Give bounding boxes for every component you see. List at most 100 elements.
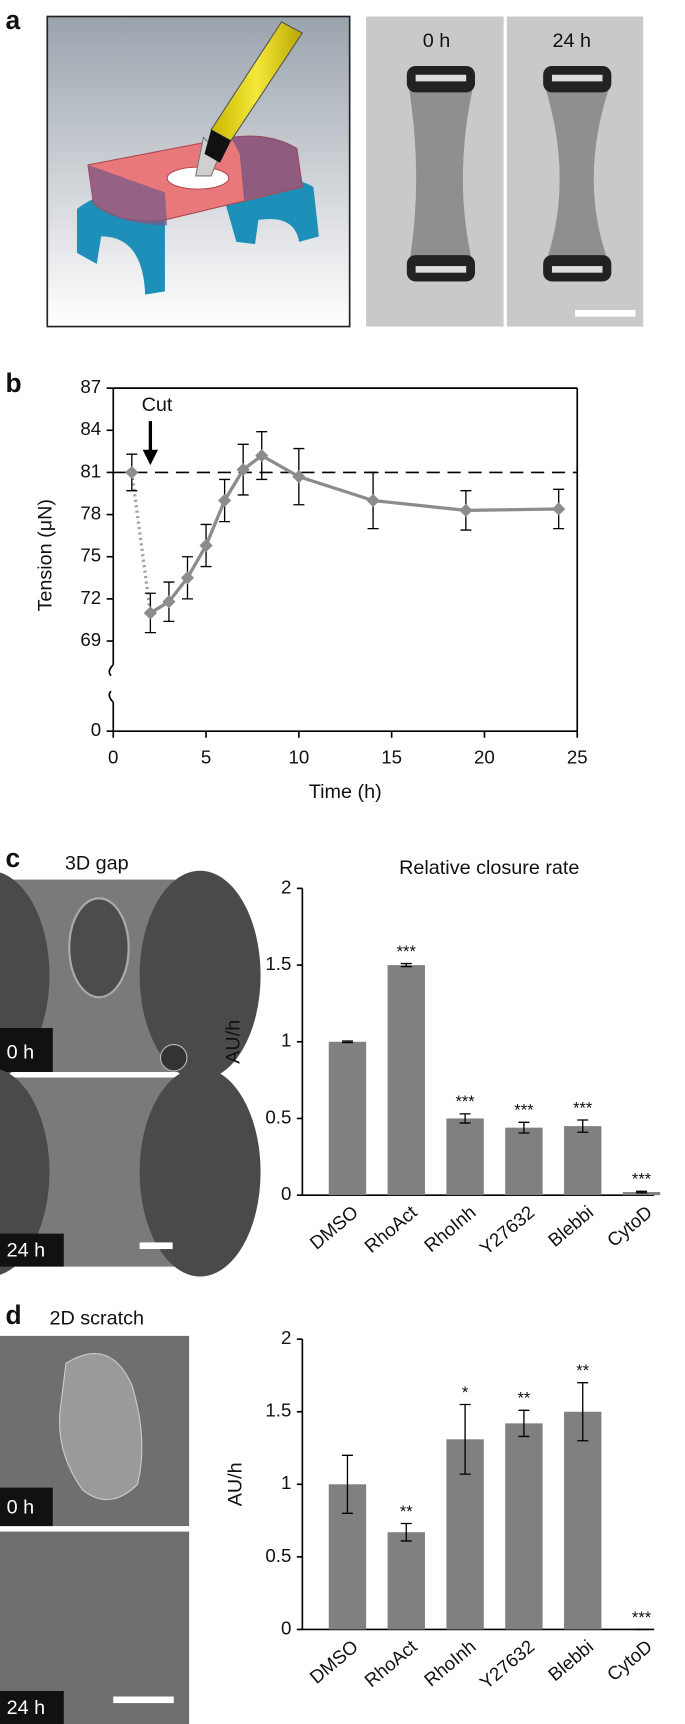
significance: *** bbox=[455, 1093, 475, 1111]
bar bbox=[622, 1192, 661, 1196]
panel-label: b bbox=[6, 368, 22, 398]
marker bbox=[255, 448, 269, 463]
error-bar bbox=[400, 1522, 412, 1542]
y-axis-label: AU/h bbox=[222, 1020, 244, 1064]
y-tick-label: 2 bbox=[281, 1327, 291, 1348]
bar bbox=[387, 965, 425, 1196]
y-tick-label: 0 bbox=[91, 719, 101, 740]
y-axis-label: Tension (μN) bbox=[34, 499, 56, 612]
x-tick-label: 25 bbox=[567, 747, 588, 768]
image-caption: 3D gap bbox=[65, 852, 129, 874]
error-bar bbox=[341, 1040, 353, 1044]
marker bbox=[143, 606, 157, 620]
significance: ** bbox=[400, 1503, 413, 1521]
x-axis-label: Time (h) bbox=[309, 781, 382, 803]
y-tick-label: 0 bbox=[281, 1183, 291, 1204]
bar bbox=[564, 1126, 602, 1196]
significance: *** bbox=[573, 1099, 593, 1117]
bar bbox=[505, 1127, 543, 1196]
y-tick-label: 1 bbox=[281, 1472, 291, 1493]
significance: *** bbox=[632, 1609, 652, 1627]
error-bar bbox=[518, 1121, 530, 1134]
image-caption: 2D scratch bbox=[49, 1308, 144, 1330]
error-bar bbox=[577, 1119, 589, 1133]
x-tick-label: 20 bbox=[474, 747, 495, 768]
x-tick-label: RhoAct bbox=[360, 1201, 421, 1257]
y-tick-label: 0 bbox=[281, 1617, 291, 1638]
chart-title: Relative closure rate bbox=[399, 857, 579, 879]
y-tick-label: 87 bbox=[80, 376, 101, 397]
x-tick-label: CytoD bbox=[603, 1636, 656, 1685]
y-tick-label: 84 bbox=[80, 418, 101, 439]
image-label: 24 h bbox=[7, 1697, 46, 1719]
x-tick-label: 15 bbox=[381, 747, 402, 768]
marker bbox=[180, 571, 195, 585]
x-tick-label: CytoD bbox=[603, 1201, 656, 1250]
x-tick-label: DMSO bbox=[306, 1201, 362, 1253]
error-bar bbox=[459, 1403, 471, 1475]
significance: *** bbox=[514, 1102, 534, 1120]
marker bbox=[366, 493, 380, 508]
x-tick-label: Blebbi bbox=[544, 1201, 597, 1250]
y-tick-label: 81 bbox=[80, 460, 101, 481]
x-tick-label: Blebbi bbox=[544, 1636, 597, 1685]
axis-break bbox=[108, 664, 114, 677]
significance: ** bbox=[576, 1362, 589, 1380]
y-tick-label: 0.5 bbox=[265, 1106, 291, 1127]
y-tick-label: 72 bbox=[80, 587, 101, 608]
panel-label: c bbox=[6, 843, 21, 873]
y-tick-label: 0.5 bbox=[265, 1545, 291, 1566]
y-tick-label: 1 bbox=[281, 1030, 291, 1051]
error-bar bbox=[577, 1382, 589, 1442]
marker bbox=[459, 503, 473, 517]
photo bbox=[0, 870, 261, 1277]
x-tick-label: RhoAct bbox=[360, 1635, 421, 1691]
panel-label: a bbox=[6, 5, 21, 35]
y-tick-label: 1.5 bbox=[265, 1400, 291, 1421]
axis-break bbox=[108, 690, 114, 703]
image-label: 0 h bbox=[423, 30, 451, 52]
line bbox=[149, 453, 559, 615]
x-tick-label: 10 bbox=[288, 747, 309, 768]
significance: * bbox=[462, 1384, 469, 1402]
significance: *** bbox=[632, 1171, 652, 1189]
error-bar bbox=[459, 1113, 471, 1124]
bar bbox=[328, 1041, 367, 1196]
y-axis-label: AU/h bbox=[225, 1462, 247, 1506]
error-bar bbox=[636, 1190, 648, 1194]
x-tick-label: RhoInh bbox=[420, 1201, 480, 1256]
bar bbox=[564, 1411, 602, 1630]
marker bbox=[199, 538, 213, 553]
x-tick-label: 5 bbox=[201, 747, 211, 768]
micrograph bbox=[366, 16, 644, 327]
bar bbox=[505, 1423, 543, 1630]
y-tick-label: 75 bbox=[80, 545, 101, 566]
image-label: 0 h bbox=[7, 1497, 34, 1519]
significance: ** bbox=[517, 1390, 530, 1408]
illustration bbox=[46, 15, 351, 328]
error-bar bbox=[400, 962, 412, 968]
y-tick-label: 2 bbox=[281, 876, 291, 897]
line-segment bbox=[130, 472, 153, 614]
marker bbox=[125, 465, 139, 480]
x-tick-label: 0 bbox=[108, 747, 118, 768]
error-bar bbox=[341, 1454, 353, 1514]
bar bbox=[446, 1118, 484, 1196]
x-tick-label: DMSO bbox=[306, 1636, 362, 1688]
image-label: 24 h bbox=[7, 1239, 46, 1261]
x-tick-label: RhoInh bbox=[420, 1636, 480, 1691]
marker bbox=[162, 595, 176, 609]
y-tick-label: 69 bbox=[80, 629, 101, 650]
y-tick-label: 78 bbox=[80, 503, 101, 524]
y-tick-label: 1.5 bbox=[265, 953, 291, 974]
image-label: 24 h bbox=[552, 30, 591, 52]
error-bar bbox=[518, 1409, 530, 1438]
annotation-arrow bbox=[142, 449, 159, 466]
significance: *** bbox=[397, 943, 417, 961]
marker bbox=[552, 502, 566, 516]
annotation: Cut bbox=[142, 394, 173, 416]
image-label: 0 h bbox=[7, 1042, 34, 1064]
x-tick-label: Y27632 bbox=[476, 1201, 539, 1259]
bar bbox=[387, 1532, 425, 1630]
